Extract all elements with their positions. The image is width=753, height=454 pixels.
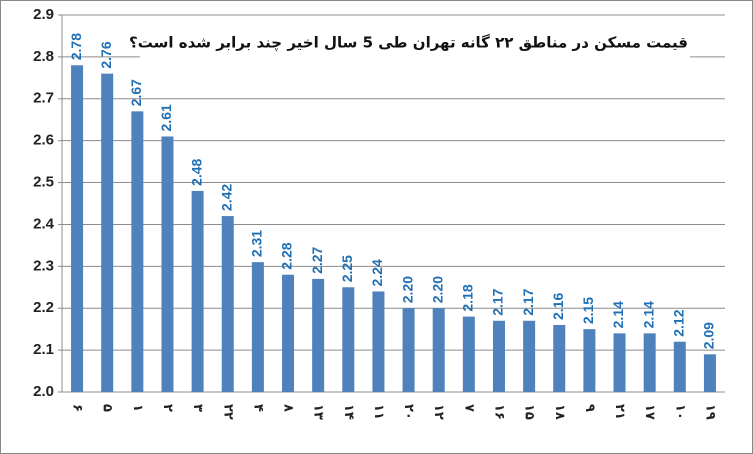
value-label: 2.67 xyxy=(128,79,144,106)
x-tick-label: ۱ xyxy=(130,404,145,412)
value-label: 2.76 xyxy=(98,41,114,68)
value-label: 2.48 xyxy=(188,158,204,185)
value-label: 2.42 xyxy=(218,184,234,211)
y-tick-label: 2.8 xyxy=(33,48,54,65)
bar xyxy=(492,320,505,392)
x-tick-label: ۳ xyxy=(190,404,205,412)
bar xyxy=(161,136,174,392)
value-label: 2.17 xyxy=(490,288,506,315)
value-label: 2.61 xyxy=(158,104,174,131)
x-tick-label: ۵ xyxy=(100,404,115,412)
bar xyxy=(703,354,716,392)
y-tick-label: 2.0 xyxy=(33,383,54,400)
x-tick-label: ۴ xyxy=(250,404,265,412)
x-tick-label: ۱۷ xyxy=(642,404,657,420)
bar xyxy=(131,111,144,392)
value-label: 2.31 xyxy=(249,230,265,257)
bar xyxy=(372,291,385,392)
y-tick-label: 2.3 xyxy=(33,257,54,274)
x-tick-label: ۸ xyxy=(281,404,296,412)
value-label: 2.25 xyxy=(339,255,355,282)
bar xyxy=(101,73,114,393)
x-tick-label: ۱۴ xyxy=(341,404,356,420)
chart-title: قیمت مسکن در مناطق ۲۲ گانه تهران طی 5 سا… xyxy=(129,34,688,53)
bar xyxy=(613,333,626,392)
x-tick-label: ۱۶ xyxy=(491,404,506,420)
bar xyxy=(583,329,596,392)
value-label: 2.17 xyxy=(520,288,536,315)
bar xyxy=(251,262,264,392)
value-label: 2.12 xyxy=(670,309,686,336)
value-label: 2.27 xyxy=(309,246,325,273)
bar xyxy=(71,65,84,393)
value-label: 2.16 xyxy=(550,293,566,320)
x-tick-label: ۱۵ xyxy=(522,404,537,420)
value-label: 2.20 xyxy=(399,276,415,303)
value-label: 2.28 xyxy=(279,242,295,269)
x-tick-label: ۱۳ xyxy=(311,404,326,420)
bar xyxy=(342,287,355,392)
bar xyxy=(643,333,656,392)
x-tick-label: ۱۰ xyxy=(672,404,687,420)
x-tick-label: ۲۱ xyxy=(612,404,627,420)
y-tick-label: 2.9 xyxy=(33,6,54,23)
bar xyxy=(673,341,686,392)
value-label: 2.14 xyxy=(610,301,626,328)
bar xyxy=(553,324,566,392)
value-label: 2.78 xyxy=(68,33,84,60)
y-tick-label: 2.6 xyxy=(33,132,54,149)
bar xyxy=(523,320,536,392)
x-tick-label: ۶ xyxy=(70,404,85,412)
value-label: 2.14 xyxy=(640,301,656,328)
bar xyxy=(402,308,415,392)
bar xyxy=(462,316,475,392)
x-tick-label: ۲ xyxy=(160,404,175,412)
x-tick-label: ۱۸ xyxy=(552,404,567,420)
y-tick-label: 2.4 xyxy=(33,215,55,232)
bar xyxy=(191,190,204,392)
x-tick-label: ۹ xyxy=(582,404,597,412)
x-tick-label: ۷ xyxy=(461,404,476,412)
y-tick-label: 2.2 xyxy=(33,299,54,316)
bar xyxy=(432,308,445,392)
title-box xyxy=(140,28,690,58)
value-label: 2.20 xyxy=(429,276,445,303)
value-label: 2.09 xyxy=(701,322,717,349)
x-tick-label: ۱۹ xyxy=(702,404,717,420)
x-tick-label: ۲۲ xyxy=(220,404,235,420)
bar xyxy=(312,278,325,392)
x-tick-label: ۲۰ xyxy=(401,404,416,420)
value-label: 2.24 xyxy=(369,259,385,286)
y-tick-label: 2.7 xyxy=(33,90,54,107)
y-tick-label: 2.5 xyxy=(33,174,54,191)
value-label: 2.18 xyxy=(460,284,476,311)
x-tick-label: ۱۲ xyxy=(431,404,446,420)
bar xyxy=(282,274,295,392)
x-tick-label: ۱۱ xyxy=(371,404,386,420)
bar xyxy=(221,216,234,392)
y-tick-label: 2.1 xyxy=(33,341,54,358)
value-label: 2.15 xyxy=(580,297,596,324)
